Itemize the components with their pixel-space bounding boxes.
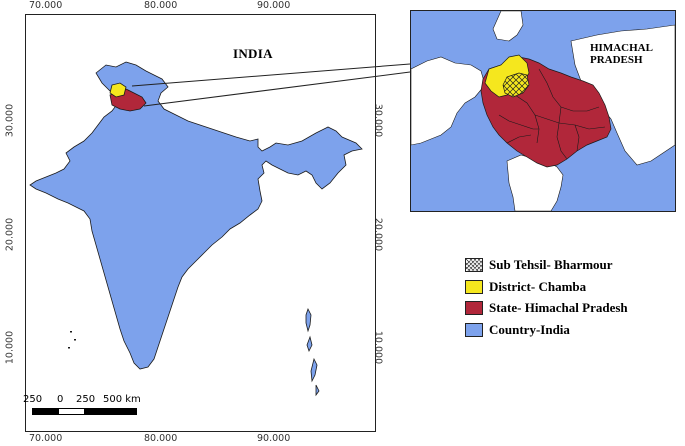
leader-line-top	[131, 63, 411, 87]
scale-bar	[32, 408, 137, 415]
top-tick-90: 90.000	[257, 0, 291, 11]
bottom-tick-70: 70.000	[29, 433, 63, 444]
inset-white-region-west	[411, 56, 486, 146]
legend-label-himachal: State- Himachal Pradesh	[489, 300, 628, 315]
bottom-tick-90: 90.000	[257, 433, 291, 444]
blue-swatch-icon	[465, 323, 483, 337]
himachal-inset-label: HIMACHAL PRADESH	[590, 42, 653, 66]
scale-bar-label-250: 250	[76, 394, 96, 405]
inset-white-region-north	[492, 11, 524, 42]
legend-item-india: Country-India	[465, 322, 570, 338]
red-swatch-icon	[465, 301, 483, 315]
himachal-label-line1: HIMACHAL	[590, 42, 653, 54]
hatch-swatch-icon	[465, 258, 483, 272]
legend-label-chamba: District- Chamba	[489, 279, 587, 294]
andaman-islands	[305, 307, 320, 397]
top-tick-70: 70.000	[29, 0, 63, 11]
inset-bharmour-subtehsil	[502, 72, 530, 98]
legend-item-himachal: State- Himachal Pradesh	[465, 300, 628, 316]
india-country-shape	[29, 61, 363, 370]
inset-district-boundaries	[498, 68, 606, 160]
legend-label-bharmour: Sub Tehsil- Bharmour	[489, 257, 613, 272]
lakshadweep-islands	[68, 331, 76, 349]
inset-map-svg	[411, 11, 675, 211]
scale-bar-label-0: 0	[57, 394, 64, 405]
india-map-svg	[29, 61, 363, 397]
leader-line-bottom	[143, 71, 411, 107]
chamba-district-shape	[109, 82, 127, 98]
himachal-label-line2: PRADESH	[590, 54, 643, 66]
legend-label-india: Country-India	[489, 322, 570, 337]
legend-item-bharmour: Sub Tehsil- Bharmour	[465, 257, 613, 273]
india-map-label: INDIA	[233, 46, 273, 61]
scale-bar-label-250-left: 250	[23, 394, 43, 405]
scale-bar-label-500km: 500 km	[103, 394, 141, 405]
bottom-tick-80: 80.000	[144, 433, 178, 444]
himachal-inset-frame	[410, 10, 676, 212]
top-tick-80: 80.000	[144, 0, 178, 11]
legend-item-chamba: District- Chamba	[465, 279, 586, 295]
yellow-swatch-icon	[465, 280, 483, 294]
